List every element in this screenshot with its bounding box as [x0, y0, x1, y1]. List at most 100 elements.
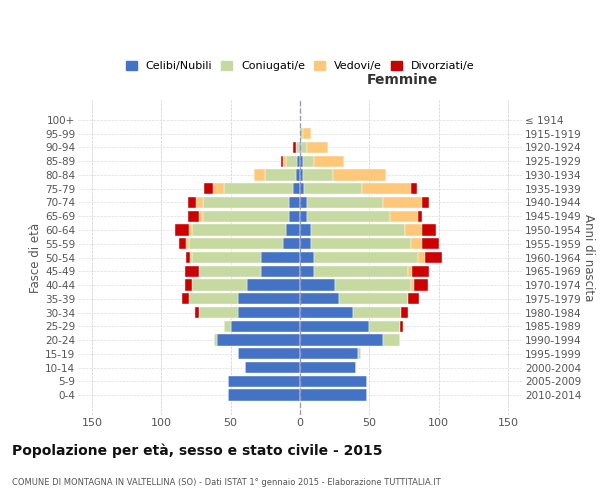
Bar: [228, 376, 300, 387]
Bar: [189, 238, 283, 250]
Bar: [300, 238, 311, 250]
Bar: [238, 348, 300, 360]
Bar: [185, 266, 199, 277]
Bar: [186, 252, 190, 263]
Bar: [182, 293, 189, 304]
Bar: [254, 170, 265, 180]
Bar: [311, 238, 411, 250]
Bar: [247, 280, 300, 290]
Bar: [334, 170, 386, 180]
Bar: [335, 280, 411, 290]
Bar: [189, 224, 192, 235]
Bar: [300, 307, 353, 318]
Bar: [293, 183, 300, 194]
Bar: [418, 210, 422, 222]
Bar: [186, 238, 189, 250]
Bar: [300, 128, 303, 140]
Bar: [314, 156, 344, 167]
Y-axis label: Fasce di età: Fasce di età: [29, 222, 42, 292]
Bar: [199, 307, 238, 318]
Bar: [300, 293, 339, 304]
Bar: [307, 197, 383, 208]
Bar: [303, 156, 314, 167]
Bar: [339, 293, 408, 304]
Bar: [179, 238, 186, 250]
Text: Popolazione per età, sesso e stato civile - 2015: Popolazione per età, sesso e stato civil…: [12, 444, 383, 458]
Bar: [199, 266, 261, 277]
Bar: [261, 252, 300, 263]
Bar: [383, 334, 400, 345]
Bar: [307, 142, 328, 153]
Bar: [297, 156, 300, 167]
Bar: [408, 293, 419, 304]
Bar: [194, 307, 199, 318]
Bar: [300, 210, 307, 222]
Bar: [411, 183, 416, 194]
Bar: [390, 210, 418, 222]
Bar: [217, 334, 300, 345]
Bar: [293, 142, 296, 153]
Bar: [300, 280, 335, 290]
Bar: [411, 238, 422, 250]
Bar: [203, 197, 289, 208]
Bar: [214, 334, 217, 345]
Bar: [238, 293, 300, 304]
Bar: [188, 210, 199, 222]
Bar: [228, 390, 300, 400]
Bar: [418, 252, 425, 263]
Bar: [203, 210, 289, 222]
Bar: [300, 156, 303, 167]
Bar: [190, 252, 192, 263]
Text: Femmine: Femmine: [367, 74, 438, 88]
Bar: [230, 320, 300, 332]
Bar: [314, 266, 408, 277]
Bar: [296, 170, 300, 180]
Bar: [311, 224, 406, 235]
Bar: [265, 170, 296, 180]
Bar: [353, 307, 401, 318]
Bar: [400, 320, 403, 332]
Bar: [422, 197, 429, 208]
Bar: [362, 183, 411, 194]
Bar: [212, 183, 224, 194]
Bar: [300, 362, 355, 373]
Bar: [307, 210, 390, 222]
Bar: [300, 320, 370, 332]
Bar: [199, 210, 203, 222]
Bar: [412, 266, 429, 277]
Bar: [300, 197, 307, 208]
Bar: [300, 224, 311, 235]
Bar: [406, 224, 422, 235]
Bar: [314, 252, 418, 263]
Bar: [303, 170, 334, 180]
Bar: [175, 224, 189, 235]
Bar: [300, 266, 314, 277]
Bar: [245, 362, 300, 373]
Bar: [300, 334, 383, 345]
Bar: [189, 293, 238, 304]
Bar: [238, 307, 300, 318]
Bar: [300, 390, 367, 400]
Bar: [289, 197, 300, 208]
Bar: [296, 142, 299, 153]
Bar: [299, 142, 300, 153]
Bar: [422, 224, 436, 235]
Bar: [289, 210, 300, 222]
Bar: [286, 224, 300, 235]
Bar: [196, 197, 203, 208]
Bar: [192, 280, 247, 290]
Bar: [192, 224, 286, 235]
Bar: [401, 307, 408, 318]
Bar: [358, 348, 361, 360]
Bar: [300, 252, 314, 263]
Bar: [185, 280, 192, 290]
Bar: [370, 320, 400, 332]
Bar: [300, 142, 301, 153]
Bar: [283, 238, 300, 250]
Bar: [286, 156, 297, 167]
Bar: [283, 156, 286, 167]
Bar: [300, 183, 304, 194]
Bar: [192, 252, 261, 263]
Legend: Celibi/Nubili, Coniugati/e, Vedovi/e, Divorziati/e: Celibi/Nubili, Coniugati/e, Vedovi/e, Di…: [124, 58, 476, 73]
Bar: [411, 280, 414, 290]
